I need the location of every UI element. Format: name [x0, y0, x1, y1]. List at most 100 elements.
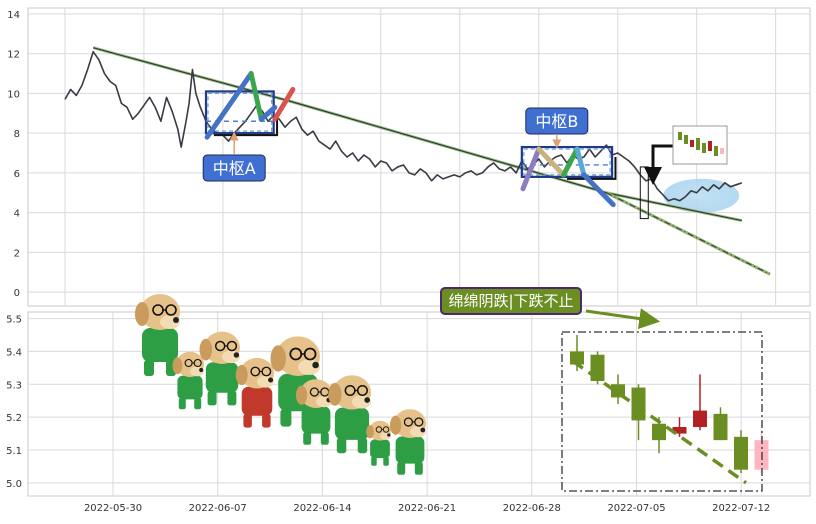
price-panel: 0 2 4 6 8 10 12 14 中枢A 中枢B — [7, 7, 811, 307]
price-y-ticks: 0 2 4 6 8 10 12 14 — [7, 10, 20, 299]
dog-leg — [144, 360, 154, 376]
focus-rect — [639, 166, 649, 220]
dog-sticker — [296, 379, 332, 445]
dog-sticker — [172, 351, 204, 410]
annotation-text: 绵绵阴跌|下跌不止 — [448, 292, 573, 310]
dog-ear — [366, 425, 374, 439]
candle-annotations: 绵绵阴跌|下跌不止 — [440, 287, 763, 492]
dog-sticker — [135, 294, 180, 376]
dog-overalls — [177, 375, 203, 400]
pivot-b-box-inner — [523, 148, 611, 176]
thumbnail-candle — [678, 132, 682, 140]
candle-thumbnail — [672, 125, 728, 165]
candle-y-tick-label: 5.3 — [6, 380, 22, 391]
dog-ear — [328, 382, 342, 406]
candle-y-tick-label: 5.4 — [6, 347, 22, 358]
selection-box — [561, 331, 763, 492]
stroke-segment-b2 — [536, 146, 567, 178]
dog-leg — [357, 438, 368, 454]
price-y-tick-label: 0 — [14, 288, 20, 299]
pivot-b-box — [520, 145, 614, 178]
stroke-segment-a2 — [248, 71, 264, 122]
dog-leg — [243, 414, 252, 428]
thumbnail-candle — [708, 141, 712, 151]
annotation-arrow — [585, 308, 661, 330]
dog-ear — [199, 338, 213, 361]
candle-body — [672, 427, 687, 434]
annotation-bg — [440, 287, 582, 315]
dog-nose — [420, 427, 426, 433]
dog-leg — [280, 409, 292, 427]
dog-glasses — [214, 340, 226, 352]
dog-glasses — [356, 384, 368, 397]
price-y-tick-label: 14 — [7, 10, 20, 21]
dog-overalls — [370, 439, 390, 459]
dog-overalls — [301, 406, 331, 434]
dog-glasses — [250, 366, 261, 377]
dog-ear — [135, 302, 149, 326]
dog-leg — [194, 398, 202, 410]
price-y-tick-label: 12 — [7, 50, 20, 61]
dog-sticker — [235, 357, 274, 428]
dog-nose — [173, 317, 179, 323]
thumbnail-candle — [684, 135, 688, 144]
dog-glasses — [303, 347, 317, 361]
dog-leg — [178, 398, 186, 410]
candle-body — [652, 423, 666, 441]
candle-y-tick-label: 5.1 — [6, 446, 22, 457]
dog-stickers — [135, 294, 426, 475]
candle-x-tick-label: 2022-06-14 — [293, 503, 351, 514]
dog-ear — [235, 364, 248, 386]
dog-nose — [199, 367, 204, 373]
dog-glasses — [309, 387, 320, 397]
dog-glasses — [403, 417, 414, 427]
dog-glasses — [375, 426, 383, 433]
price-series-group — [64, 46, 771, 276]
stroke-segment-a3 — [258, 104, 278, 122]
thumbnail-candle — [690, 140, 694, 147]
dog-leg — [207, 391, 217, 406]
dog-nose — [268, 377, 274, 383]
thumbnail-candle — [720, 148, 724, 154]
dog-ear — [390, 415, 402, 435]
dog-sticker — [328, 375, 371, 454]
thumbnail-candle — [702, 143, 706, 153]
dog-overalls — [205, 362, 239, 393]
dog-leg — [262, 414, 271, 428]
price-y-tick-label: 4 — [14, 209, 20, 220]
dog-leg — [397, 462, 406, 475]
price-grid — [28, 8, 810, 306]
stroke-segment-b4 — [574, 146, 587, 178]
candle-y-tick-label: 5.5 — [6, 315, 22, 326]
dog-leg — [320, 432, 329, 445]
dog-leg — [371, 457, 377, 466]
candle-x-tick-label: 2022-06-28 — [503, 503, 561, 514]
thumbnail-candle — [714, 146, 718, 156]
dog-leg — [336, 438, 347, 454]
stroke-segment-a4 — [272, 86, 296, 122]
candle-y-tick-label: 5.0 — [6, 479, 22, 490]
dog-leg — [227, 391, 237, 406]
dog-sticker — [366, 420, 391, 466]
downtrend-dashed-line — [571, 359, 748, 485]
candle-x-tick-label: 2022-07-05 — [607, 503, 665, 514]
dog-overalls — [395, 436, 425, 464]
pivot-a-label: 中枢A — [213, 159, 256, 178]
dog-ear — [172, 357, 183, 375]
pivot-a-label-bg — [202, 154, 266, 182]
dog-overalls — [241, 386, 273, 416]
candle-x-ticks: 2022-05-30 2022-06-07 2022-06-14 2022-06-21… — [84, 503, 770, 514]
stroke-segment-b3 — [561, 146, 580, 178]
dog-glasses — [289, 347, 303, 361]
price-line — [64, 50, 743, 202]
dog-nose — [387, 433, 391, 437]
dog-sticker — [390, 409, 426, 475]
callout-arrow — [644, 144, 673, 185]
price-y-tick-label: 2 — [14, 248, 20, 259]
dog-glasses — [261, 366, 272, 377]
dog-nose — [233, 352, 240, 358]
pivot-b-bracket — [566, 157, 617, 180]
candle-body — [631, 387, 646, 421]
